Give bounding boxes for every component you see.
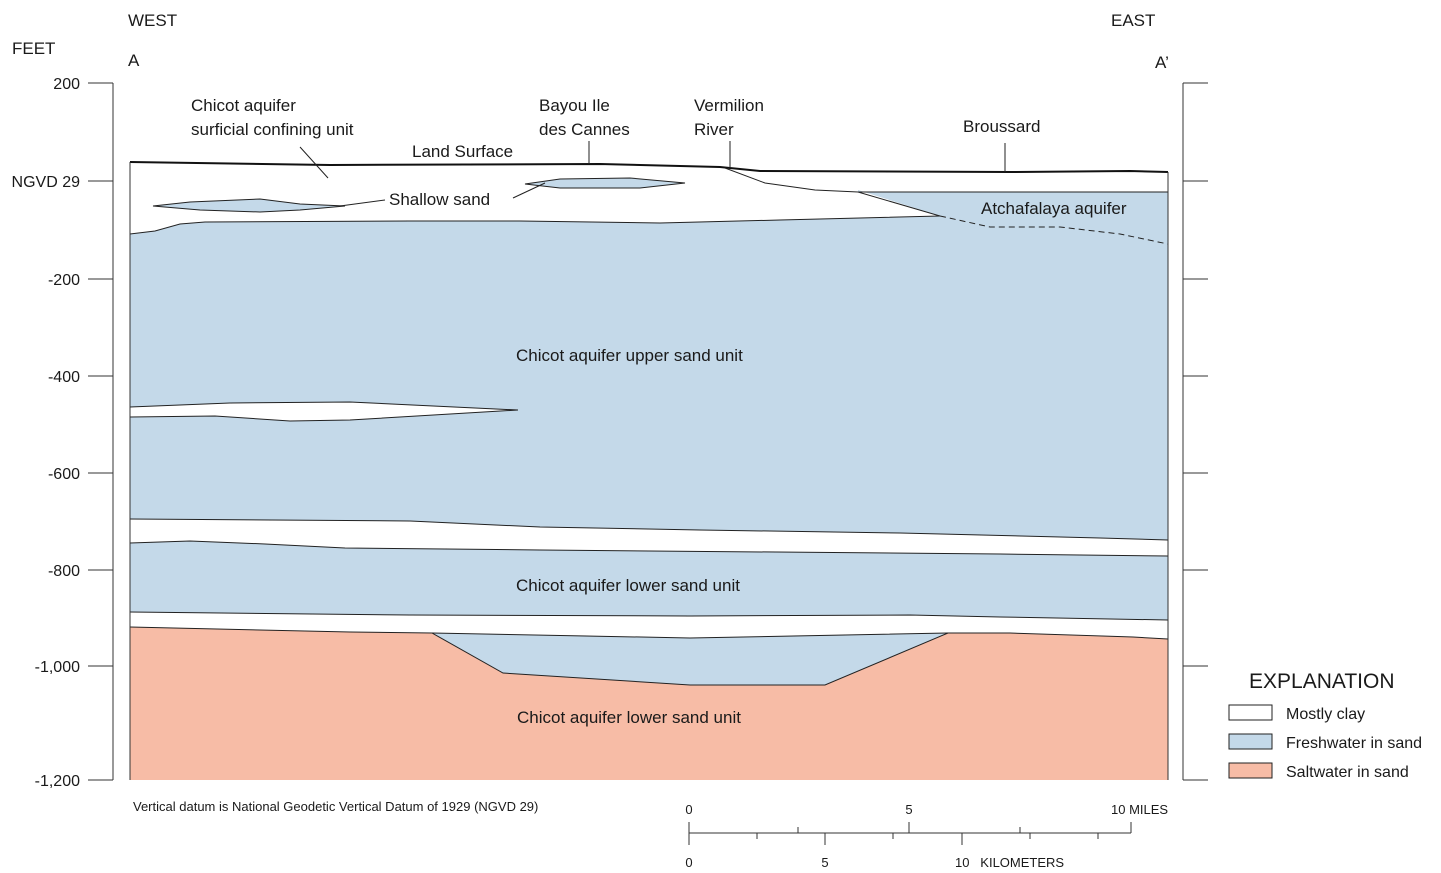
datum-footnote: Vertical datum is National Geodetic Vert… [133, 799, 538, 814]
legend-label-freshwater: Freshwater in sand [1286, 735, 1422, 752]
tick-label: 200 [53, 76, 80, 93]
surficial-label-line1: Chicot aquifer [191, 96, 296, 115]
saltwater-top-line [129, 626, 1169, 640]
land-surface-label: Land Surface [412, 142, 513, 161]
upper-sand-label: Chicot aquifer upper sand unit [516, 346, 743, 365]
legend-label-clay: Mostly clay [1286, 706, 1365, 723]
feet-label: FEET [12, 39, 55, 58]
tick-label: -800 [48, 563, 80, 580]
shallow-lens-1-outline [152, 198, 346, 213]
lower-sand-fresh-label: Chicot aquifer lower sand unit [516, 576, 740, 595]
clay-lens-bottom-line [129, 409, 519, 422]
tick-label: -1,200 [35, 773, 80, 790]
lower-sand-top-line [129, 540, 1169, 557]
clay-lens-top-line [129, 401, 519, 411]
shallow-lens-2-outline [524, 177, 686, 189]
legend: EXPLANATION Mostly clay Freshwater in sa… [1228, 670, 1422, 781]
shallow-sand-leader-right [512, 182, 546, 199]
left-axis: 200 NGVD 29 -200 -400 -600 -800 -1,000 -… [12, 76, 114, 790]
legend-swatch-clay [1228, 704, 1273, 721]
surficial-leader [299, 146, 329, 179]
section-a-prime-label: A’ [1155, 53, 1169, 72]
land-surface-line [129, 161, 1169, 174]
shallow-sand-lens-1 [153, 199, 345, 212]
shallow-sand-leader-left [339, 199, 386, 207]
legend-label-saltwater: Saltwater in sand [1286, 764, 1409, 781]
legend-swatch-saltwater [1228, 762, 1273, 779]
fresh-lens-bottom-line [431, 632, 949, 686]
shallow-sand-label: Shallow sand [389, 190, 490, 209]
atchafalaya-label: Atchafalaya aquifer [981, 199, 1127, 218]
lower-sand-fresh-region [130, 541, 1168, 620]
west-label: WEST [128, 11, 177, 30]
vermilion-label-line1: Vermilion [694, 96, 764, 115]
fresh-lens-region [432, 633, 948, 685]
upper-sand-region [130, 190, 1168, 540]
upper-sand-top-line [129, 215, 941, 235]
tick-label: -200 [48, 272, 80, 289]
scale-miles-0: 0 [685, 802, 692, 817]
section-a-label: A [128, 51, 140, 70]
scale-km-5: 5 [821, 855, 828, 870]
scale-km-10: 10 KILOMETERS [955, 855, 1064, 870]
right-axis [1182, 82, 1208, 781]
lower-sand-salt-label: Chicot aquifer lower sand unit [517, 708, 741, 727]
legend-swatch-freshwater [1228, 733, 1273, 750]
broussard-label: Broussard [963, 117, 1040, 136]
bayou-label-line2: des Cannes [539, 120, 630, 139]
boundaries [129, 161, 1169, 780]
scale-miles-10: 10 MILES [1111, 802, 1168, 817]
scale-miles-5: 5 [905, 802, 912, 817]
tick-label: -1,000 [35, 659, 80, 676]
bayou-label-line1: Bayou Ile [539, 96, 610, 115]
legend-title: EXPLANATION [1249, 670, 1394, 693]
upper-sand-bottom-line [129, 518, 1169, 541]
tick-label-datum: NGVD 29 [12, 174, 81, 191]
valley-slope-line [724, 167, 941, 217]
atchafalaya-base-line [939, 215, 1169, 245]
tick-label: -600 [48, 466, 80, 483]
clay-lens-region [130, 402, 518, 421]
shallow-sand-lens-2 [525, 178, 685, 188]
scale-bar: 0 5 10 MILES 0 5 10 KILOMETERS [685, 802, 1168, 870]
tick-label: -400 [48, 369, 80, 386]
scale-km-0: 0 [685, 855, 692, 870]
east-label: EAST [1111, 11, 1155, 30]
surficial-label-line2: surficial confining unit [191, 120, 354, 139]
lower-sand-bottom-line [129, 611, 1169, 621]
saltwater-region [130, 627, 1168, 780]
fill-layers [130, 178, 1168, 780]
vermilion-label-line2: River [694, 120, 734, 139]
